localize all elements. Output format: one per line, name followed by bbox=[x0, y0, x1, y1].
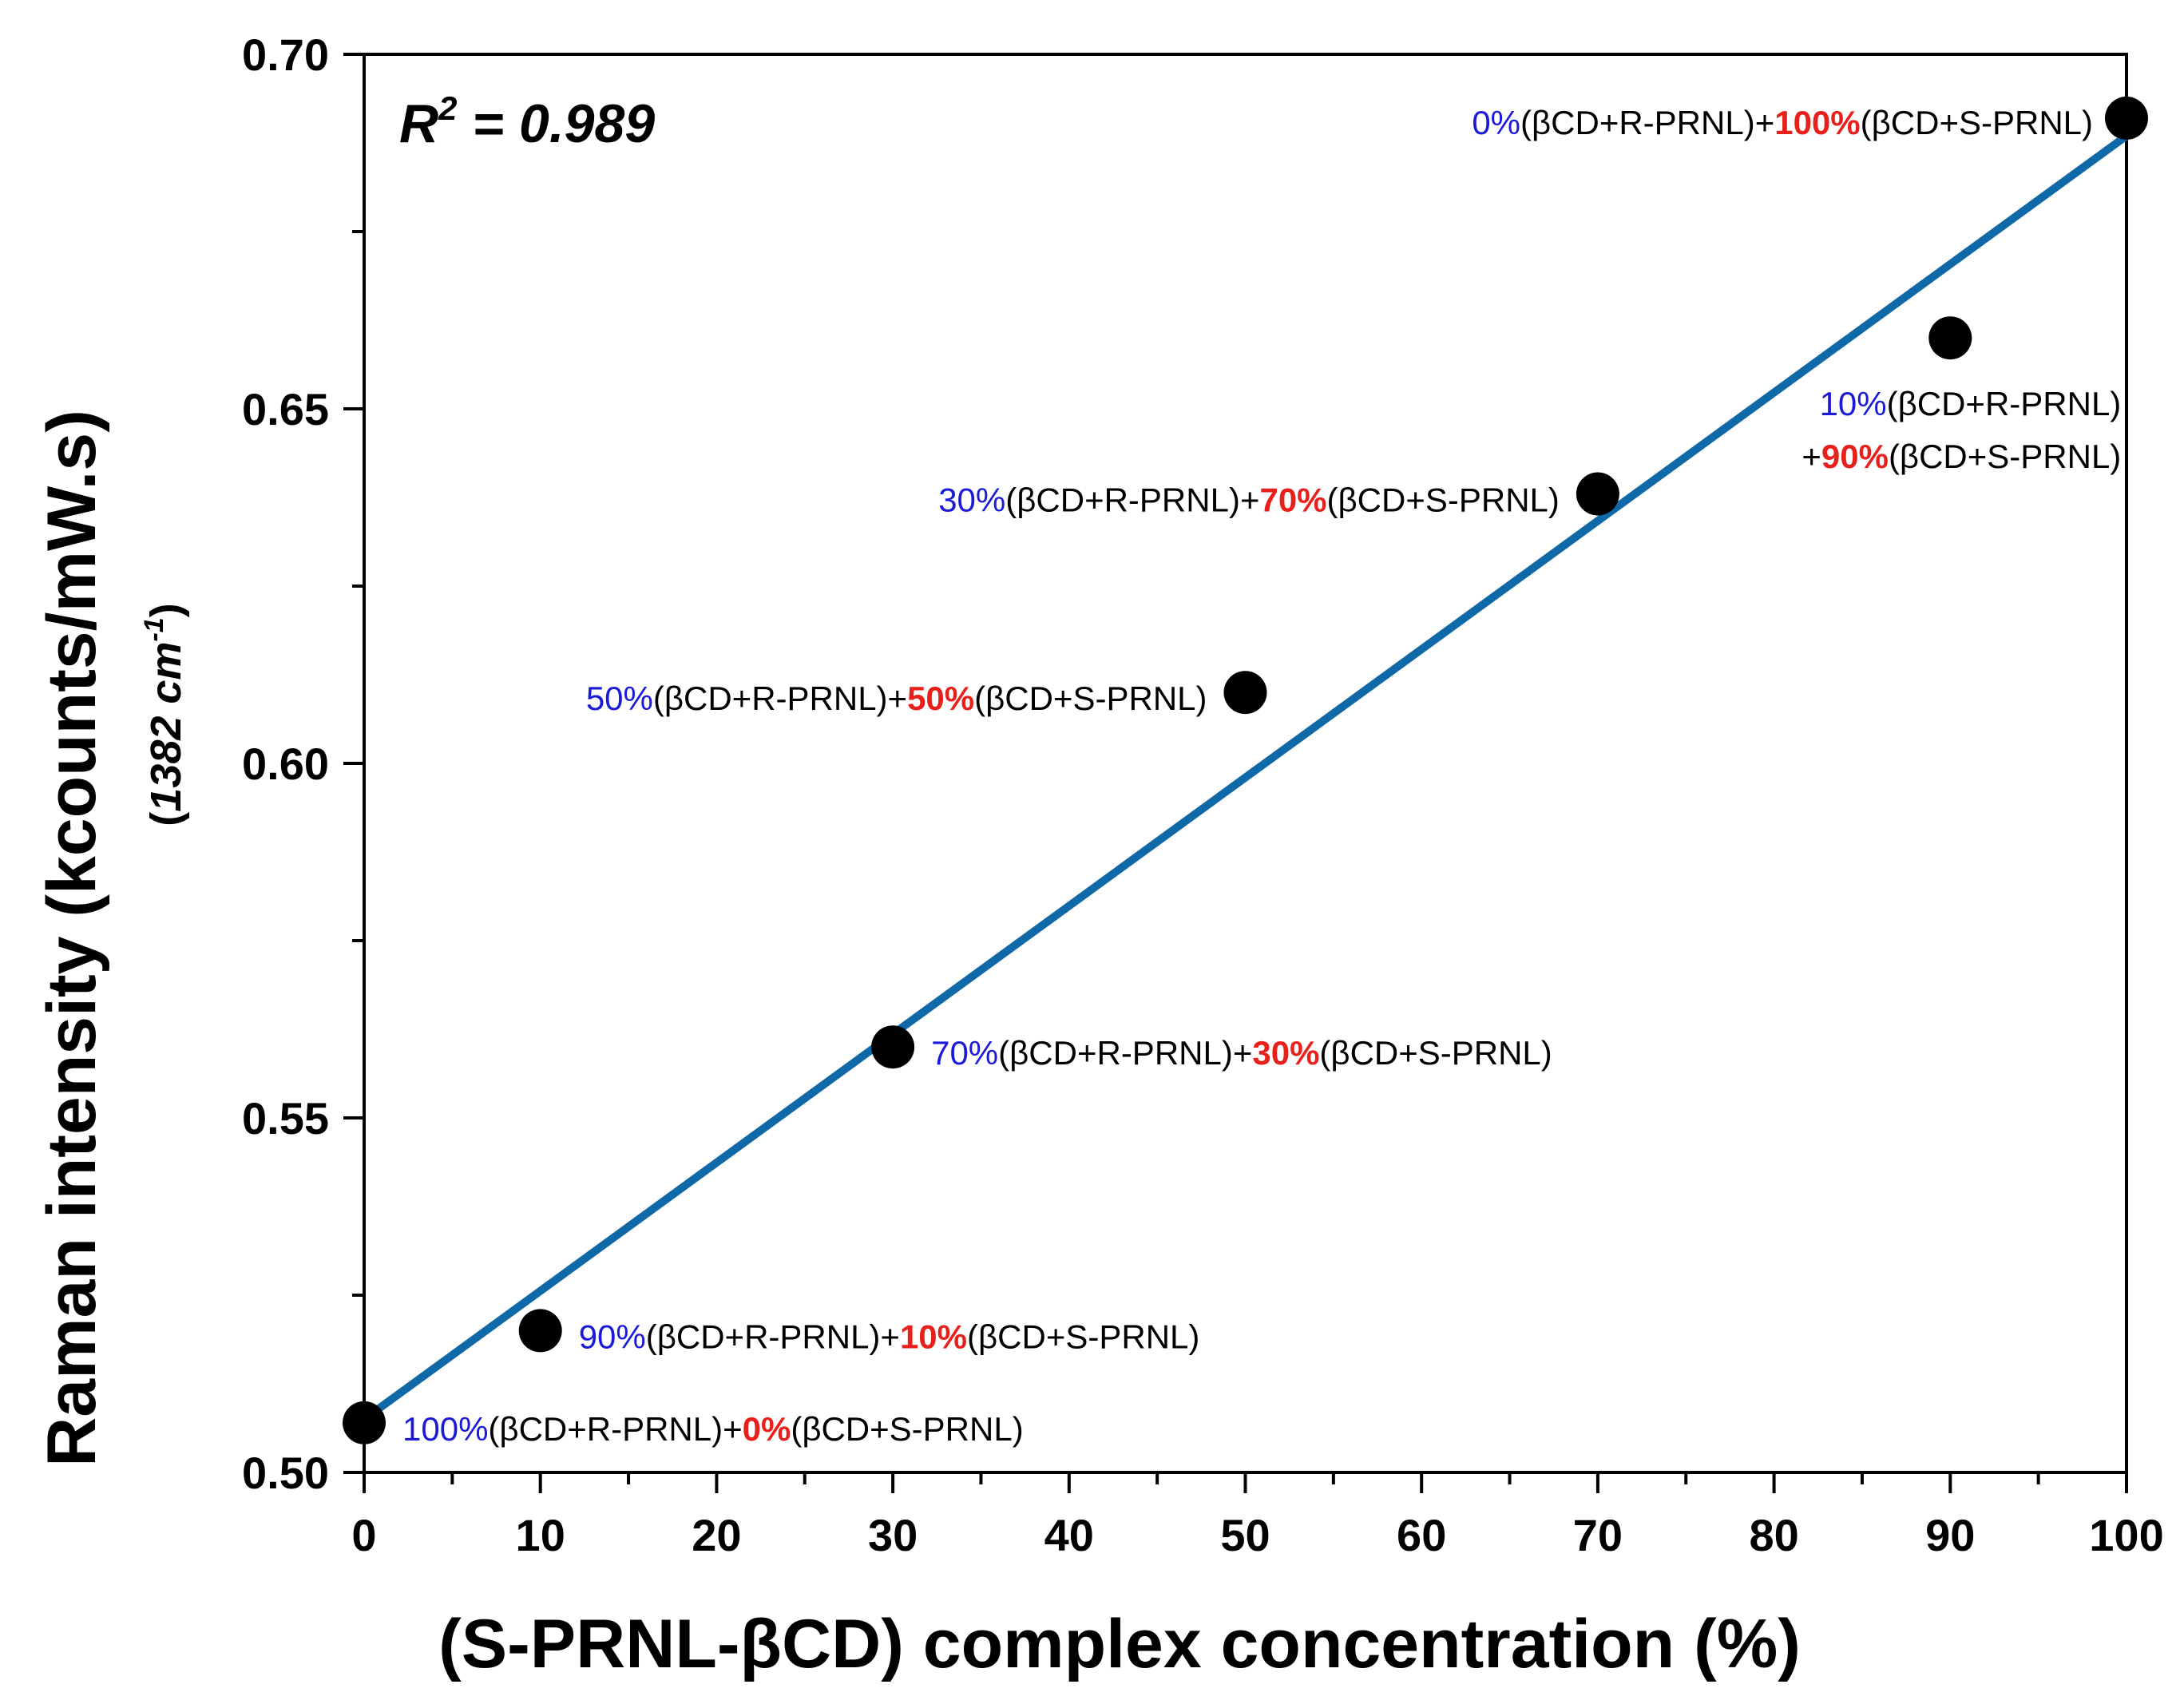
y-tick-label: 0.50 bbox=[242, 1448, 329, 1498]
annotation-segment-red: 10% bbox=[900, 1318, 967, 1355]
annotation-segment-black: (βCD+S-PRNL) bbox=[1889, 438, 2121, 475]
annotation-segment-blue: 70% bbox=[931, 1034, 998, 1072]
x-tick-label: 40 bbox=[1044, 1510, 1094, 1560]
x-axis-title: (S-PRNL-βCD) complex concentration (%) bbox=[438, 1606, 1801, 1682]
y-axis-ticks: 0.50 0.55 0.60 0.65 0.70 bbox=[242, 30, 364, 1498]
data-point bbox=[343, 1401, 386, 1444]
r-squared-symbol: R bbox=[399, 93, 438, 154]
linear-fit-line bbox=[362, 133, 2129, 1423]
plot-frame bbox=[363, 53, 2128, 1474]
annotation-segment-black: (βCD+R-PRNL)+ bbox=[1005, 481, 1259, 519]
annotation-segment-blue: 0% bbox=[1472, 104, 1520, 141]
y-subtitle-superscript: -1 bbox=[139, 617, 169, 641]
data-point bbox=[871, 1025, 915, 1069]
x-tick-label: 90 bbox=[1925, 1510, 1975, 1560]
y-subtitle-open: ( bbox=[142, 812, 190, 826]
annotation-segment-blue: 100% bbox=[402, 1410, 488, 1448]
x-tick-label: 30 bbox=[868, 1510, 918, 1560]
data-point bbox=[1223, 671, 1267, 715]
annotation-segment-blue: 30% bbox=[938, 481, 1005, 519]
y-axis-subtitle: (1382 cm-1) bbox=[139, 603, 190, 826]
annotation-segment-black: (βCD+S-PRNL) bbox=[1327, 481, 1560, 519]
x-tick-label: 70 bbox=[1573, 1510, 1623, 1560]
annotation-layer: 100%(βCD+R-PRNL)+0%(βCD+S-PRNL)90%(βCD+R… bbox=[402, 104, 2121, 1448]
annotation-segment-black: (βCD+S-PRNL) bbox=[1861, 104, 2093, 141]
data-point bbox=[1928, 316, 1972, 360]
annotation-segment-black: (βCD+R-PRNL) bbox=[1887, 385, 2122, 422]
point-annotation: 10%(βCD+R-PRNL) bbox=[1820, 385, 2122, 422]
r-squared-superscript: 2 bbox=[438, 89, 457, 127]
point-annotation: 30%(βCD+R-PRNL)+70%(βCD+S-PRNL) bbox=[938, 481, 1560, 519]
point-annotation: 50%(βCD+R-PRNL)+50%(βCD+S-PRNL) bbox=[586, 680, 1207, 717]
annotation-segment-black: (βCD+S-PRNL) bbox=[1319, 1034, 1552, 1072]
annotation-segment-black: (βCD+S-PRNL) bbox=[974, 680, 1207, 717]
y-tick-label: 0.65 bbox=[242, 384, 329, 434]
x-tick-label: 60 bbox=[1397, 1510, 1446, 1560]
x-axis-ticks: 0 10 20 30 40 50 60 70 80 90 100 bbox=[351, 1472, 2164, 1560]
y-tick-label: 0.70 bbox=[242, 30, 329, 80]
y-axis-title: Raman intensity (kcounts/mW.s) bbox=[34, 410, 110, 1467]
point-annotation: 100%(βCD+R-PRNL)+0%(βCD+S-PRNL) bbox=[402, 1410, 1024, 1448]
data-point bbox=[2105, 96, 2148, 140]
point-annotation: 70%(βCD+R-PRNL)+30%(βCD+S-PRNL) bbox=[931, 1034, 1552, 1072]
x-tick-label: 100 bbox=[2089, 1510, 2163, 1560]
annotation-segment-black: (βCD+R-PRNL)+ bbox=[653, 680, 907, 717]
annotation-segment-black: (βCD+R-PRNL)+ bbox=[998, 1034, 1252, 1072]
plot-border bbox=[363, 53, 2128, 1474]
annotation-segment-black: (βCD+R-PRNL)+ bbox=[488, 1410, 742, 1448]
annotation-segment-black: + bbox=[1802, 438, 1821, 475]
y-tick-label: 0.60 bbox=[242, 739, 329, 789]
annotation-segment-red: 70% bbox=[1259, 481, 1326, 519]
data-point bbox=[518, 1309, 562, 1353]
y-subtitle-text: 1382 cm bbox=[142, 642, 190, 812]
r-squared-value: = 0.989 bbox=[457, 93, 655, 154]
point-annotation: 90%(βCD+R-PRNL)+10%(βCD+S-PRNL) bbox=[579, 1318, 1200, 1355]
annotation-segment-blue: 50% bbox=[586, 680, 653, 717]
y-tick-label: 0.55 bbox=[242, 1093, 329, 1143]
point-annotation: +90%(βCD+S-PRNL) bbox=[1802, 438, 2121, 475]
annotation-segment-blue: 10% bbox=[1820, 385, 1887, 422]
annotation-segment-blue: 90% bbox=[579, 1318, 646, 1355]
annotation-segment-red: 50% bbox=[907, 680, 974, 717]
x-tick-label: 10 bbox=[516, 1510, 565, 1560]
point-annotation: 0%(βCD+R-PRNL)+100%(βCD+S-PRNL) bbox=[1472, 104, 2093, 141]
annotation-segment-red: 30% bbox=[1252, 1034, 1319, 1072]
annotation-segment-black: (βCD+R-PRNL)+ bbox=[1520, 104, 1774, 141]
x-tick-label: 50 bbox=[1220, 1510, 1270, 1560]
x-tick-label: 0 bbox=[351, 1510, 376, 1560]
annotation-segment-black: (βCD+S-PRNL) bbox=[967, 1318, 1199, 1355]
r-squared-label: R2 = 0.989 bbox=[399, 89, 655, 154]
annotation-segment-black: (βCD+S-PRNL) bbox=[791, 1410, 1023, 1448]
data-point bbox=[1576, 472, 1619, 516]
annotation-segment-black: (βCD+R-PRNL)+ bbox=[646, 1318, 900, 1355]
data-points-layer bbox=[343, 96, 2148, 1444]
y-subtitle-close: ) bbox=[142, 603, 190, 617]
annotation-segment-red: 0% bbox=[743, 1410, 791, 1448]
x-tick-label: 20 bbox=[692, 1510, 741, 1560]
fit-line-layer bbox=[362, 133, 2129, 1423]
annotation-segment-red: 90% bbox=[1821, 438, 1889, 475]
annotation-segment-red: 100% bbox=[1774, 104, 1860, 141]
x-tick-label: 80 bbox=[1749, 1510, 1798, 1560]
